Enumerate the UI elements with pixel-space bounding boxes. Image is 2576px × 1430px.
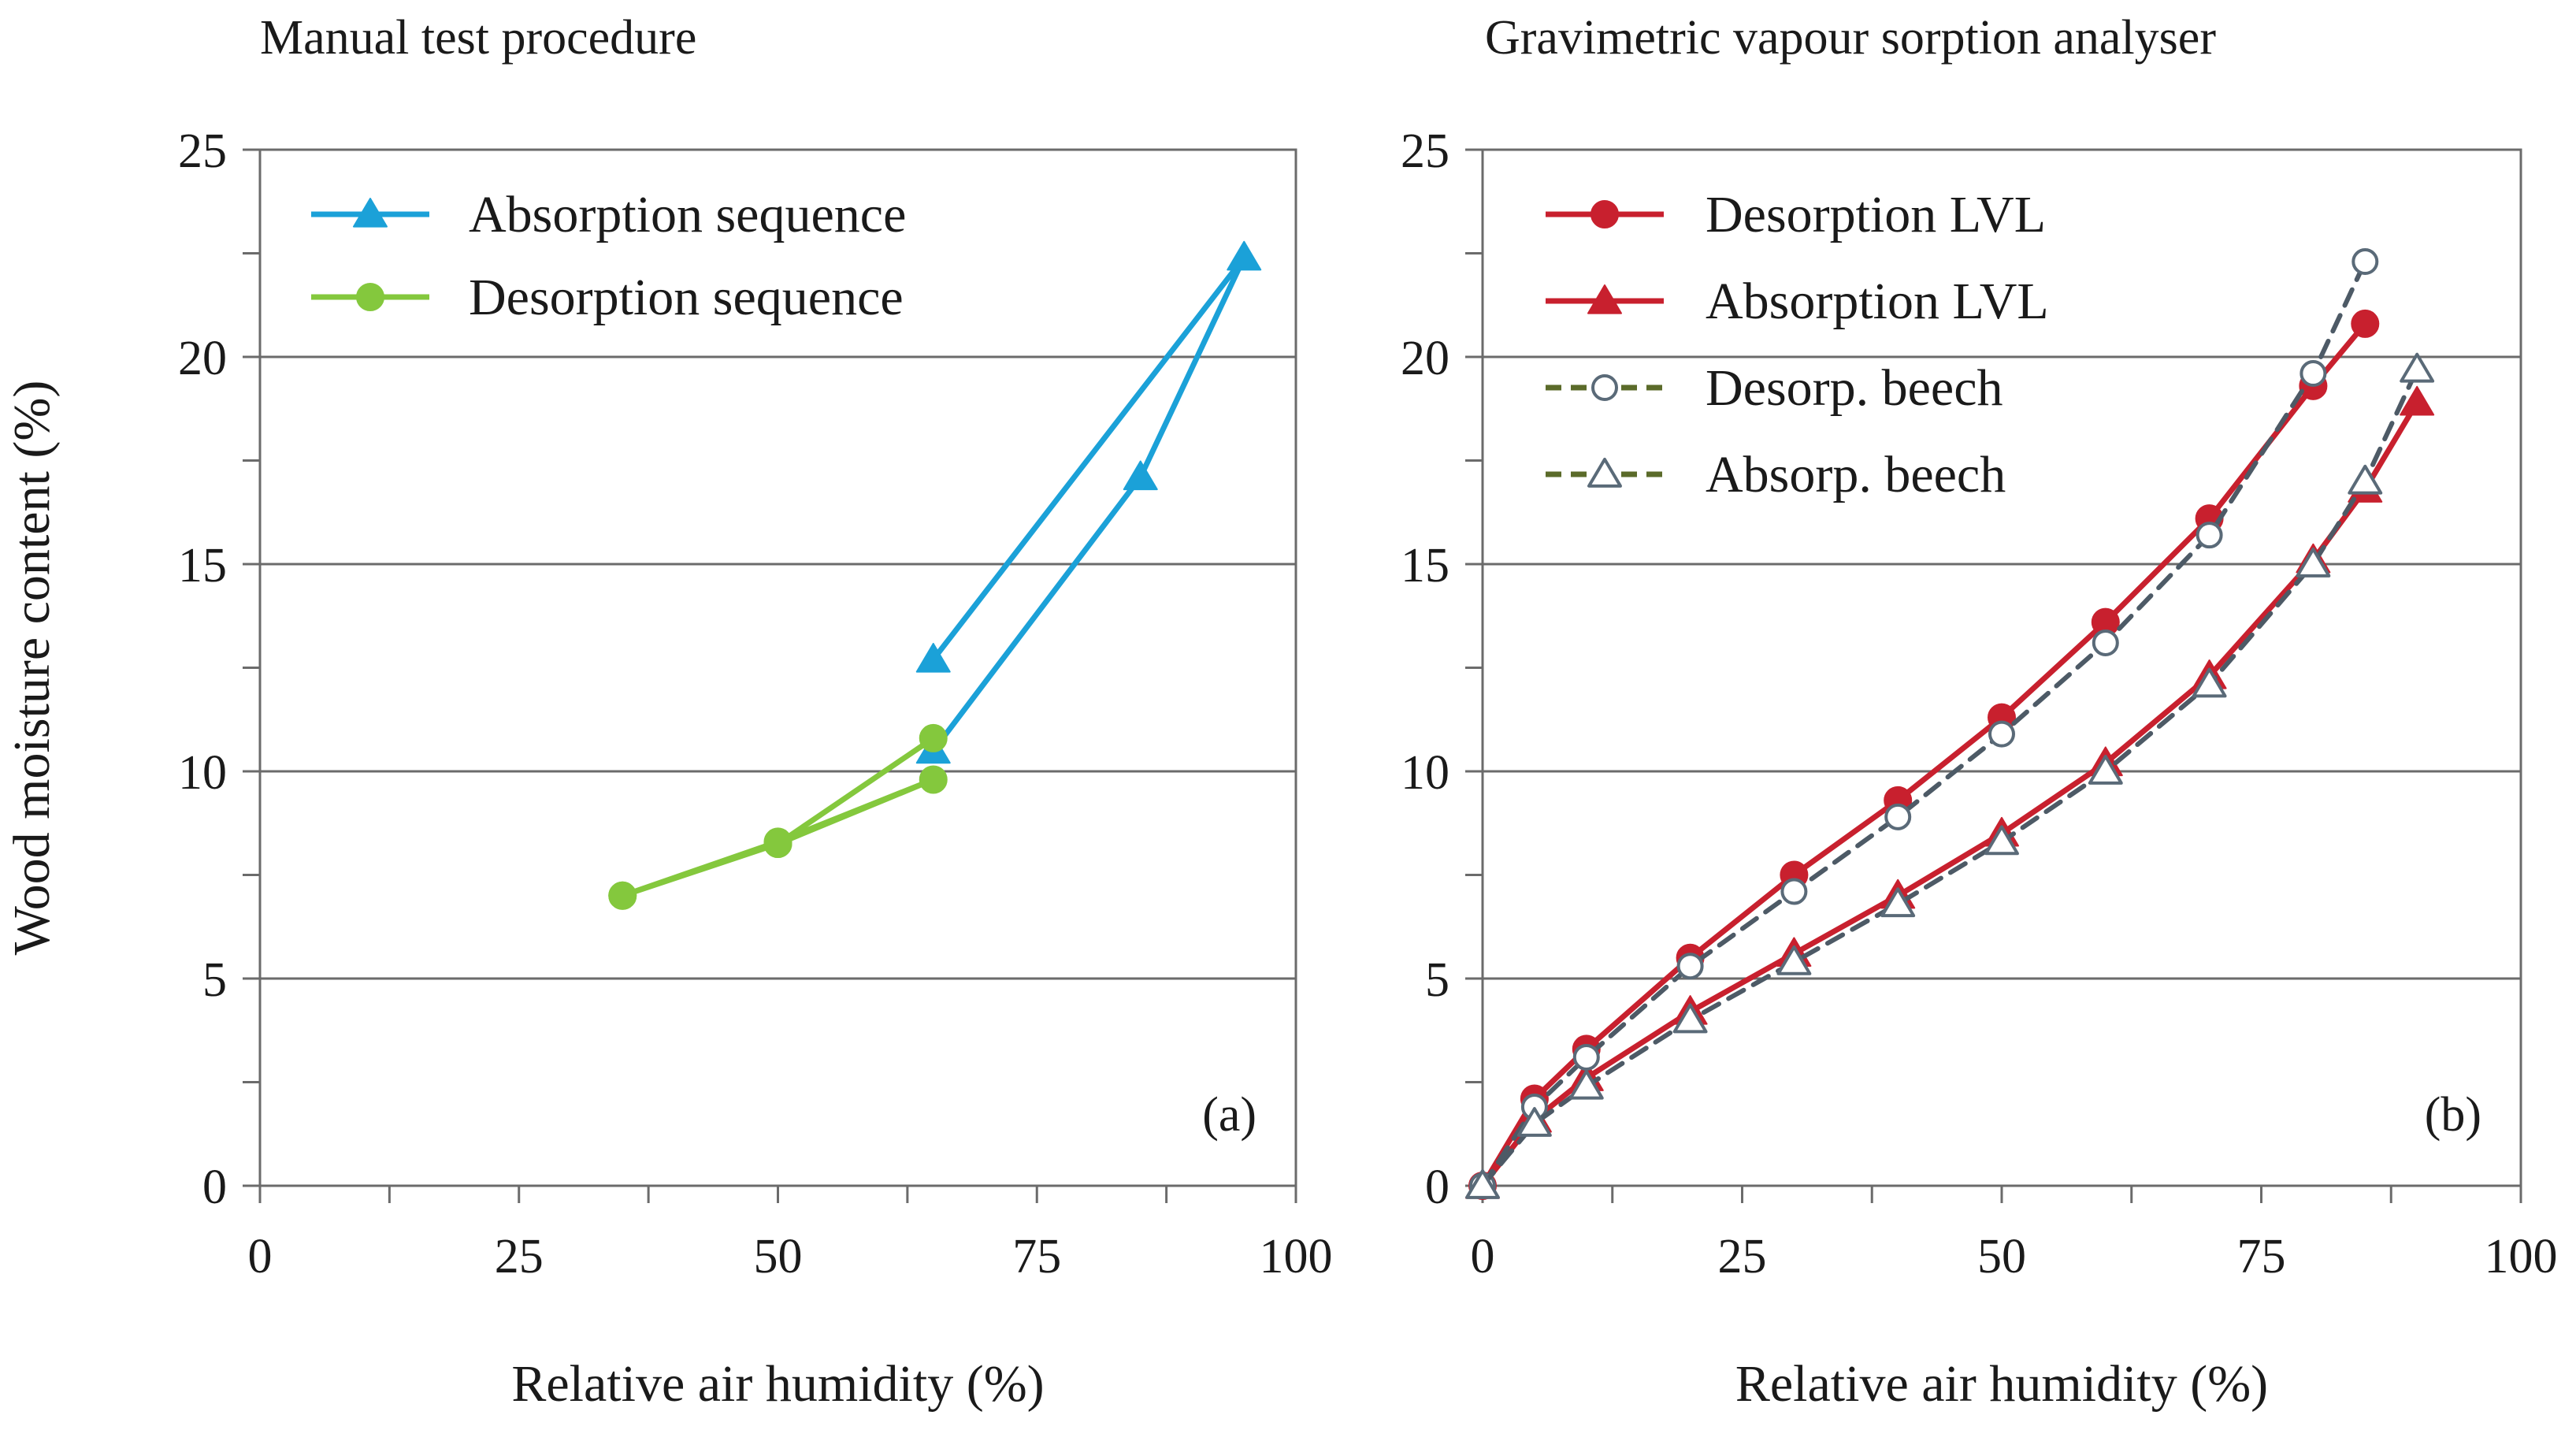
data-point xyxy=(763,830,792,859)
data-point xyxy=(2400,352,2435,383)
series-line xyxy=(776,736,935,846)
panel-title: Manual test procedure xyxy=(260,11,696,65)
data-point xyxy=(1227,240,1262,271)
data-point xyxy=(2348,464,2383,495)
y-tick-label: 10 xyxy=(1401,746,1449,800)
data-point xyxy=(1676,953,1704,980)
x-tick-label: 100 xyxy=(1260,1230,1333,1283)
chart-panel-a: Manual test procedure 0 5 10 15 20 25 0 25 50 75 10… xyxy=(3,11,1333,1413)
legend-label: Absorp. beech xyxy=(1706,446,2006,503)
legend-entry: Absorption LVL xyxy=(1546,273,2049,330)
series-desorption-sequence xyxy=(608,723,948,910)
x-axis-label: Relative air humidity (%) xyxy=(1735,1355,2268,1413)
data-point xyxy=(2351,309,2380,338)
y-tick-label: 15 xyxy=(1401,539,1449,592)
data-point xyxy=(1776,945,1812,975)
data-point xyxy=(2351,248,2379,276)
y-tick-label: 0 xyxy=(202,1161,227,1214)
data-point xyxy=(2299,360,2327,388)
data-point xyxy=(1123,460,1158,491)
series-line xyxy=(930,254,1247,754)
y-tick-label: 20 xyxy=(178,332,227,385)
series-line xyxy=(1480,259,2368,1188)
x-tick-label: 50 xyxy=(754,1230,803,1283)
panel-tag: (a) xyxy=(1202,1088,1256,1142)
y-axis-label: Wood moisture content (%) xyxy=(3,381,61,956)
data-point xyxy=(608,881,637,910)
data-point xyxy=(1780,878,1808,905)
y-tick-label: 5 xyxy=(1425,953,1449,1007)
legend-marker xyxy=(1591,374,1618,401)
y-tick-label: 25 xyxy=(1401,124,1449,178)
x-tick-label: 100 xyxy=(2485,1230,2558,1283)
data-point xyxy=(1572,1043,1600,1071)
data-point xyxy=(2092,629,2119,656)
y-tick-label: 5 xyxy=(202,953,227,1007)
data-point xyxy=(1568,1069,1604,1100)
data-point xyxy=(1880,887,1916,918)
data-point xyxy=(2088,755,2123,785)
data-point xyxy=(2296,548,2331,578)
series-line xyxy=(1480,366,2420,1188)
data-point xyxy=(1672,1003,1708,1034)
data-point xyxy=(1984,825,2019,856)
legend-label: Desorp. beech xyxy=(1706,359,2003,417)
legend-label: Absorption LVL xyxy=(1706,273,2049,330)
y-tick-label: 10 xyxy=(178,746,227,800)
legend-marker xyxy=(1591,200,1619,228)
x-tick-label: 0 xyxy=(1471,1230,1495,1283)
y-tick-label: 0 xyxy=(1425,1161,1449,1214)
data-point xyxy=(1884,803,1912,830)
legend-marker xyxy=(1587,284,1622,314)
y-tick-label: 15 xyxy=(178,539,227,592)
plot-area xyxy=(258,148,1297,1187)
x-tick-label: 50 xyxy=(1977,1230,2026,1283)
x-tick-label: 75 xyxy=(1012,1230,1061,1283)
legend-entry: Desorption LVL xyxy=(1546,186,2046,243)
chart-panel-b: Gravimetric vapour sorption analyser 0 5 10… xyxy=(1401,11,2558,1413)
legend-marker xyxy=(353,198,388,228)
x-axis-label: Relative air humidity (%) xyxy=(511,1355,1044,1413)
x-tick-label: 25 xyxy=(1718,1230,1767,1283)
data-point xyxy=(915,642,951,673)
panel-tag: (b) xyxy=(2425,1088,2481,1142)
data-point xyxy=(1988,720,2015,748)
legend-entry: Desorp. beech xyxy=(1546,359,2003,417)
legend-entry: Desorption sequence xyxy=(311,269,904,326)
legend-marker xyxy=(1587,458,1622,488)
data-point xyxy=(2400,385,2435,416)
y-tick-label: 20 xyxy=(1401,332,1449,385)
legend-label: Desorption LVL xyxy=(1706,186,2046,243)
x-tick-label: 0 xyxy=(248,1230,273,1283)
legend-marker xyxy=(356,283,384,311)
data-point xyxy=(919,765,948,794)
series-absorp-beech xyxy=(1465,352,2435,1199)
y-tick-label: 25 xyxy=(178,124,227,178)
x-tick-label: 75 xyxy=(2237,1230,2286,1283)
plot-area xyxy=(1481,148,2522,1187)
x-tick-label: 25 xyxy=(495,1230,544,1283)
legend-label: Desorption sequence xyxy=(469,269,904,326)
panel-title: Gravimetric vapour sorption analyser xyxy=(1485,11,2216,65)
legend-label: Absorption sequence xyxy=(469,186,906,243)
data-point xyxy=(1516,1107,1552,1137)
data-point xyxy=(1465,1169,1500,1199)
legend-entry: Absorp. beech xyxy=(1546,446,2006,503)
data-point xyxy=(2196,522,2223,549)
legend-entry: Absorption sequence xyxy=(311,186,906,243)
data-point xyxy=(2192,667,2227,698)
data-point xyxy=(919,723,948,752)
